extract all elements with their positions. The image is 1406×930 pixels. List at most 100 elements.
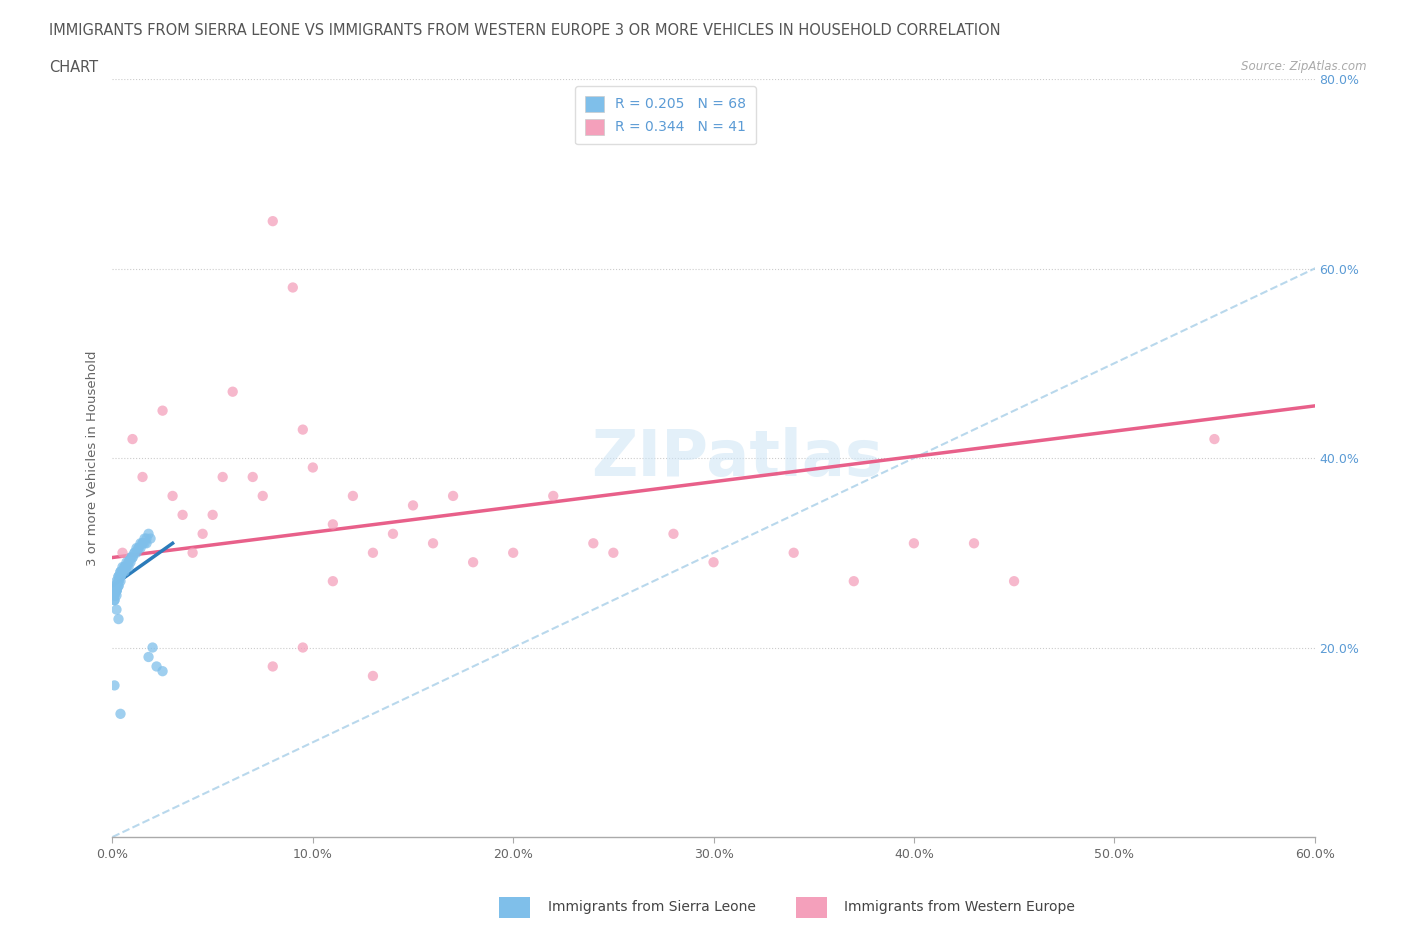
Text: Immigrants from Western Europe: Immigrants from Western Europe (844, 899, 1074, 914)
Point (262, 214, 284, 229)
Point (162, 488, 184, 503)
Point (110, 569, 132, 584)
Point (128, 540, 150, 555)
Point (135, 531, 157, 546)
Point (124, 545, 146, 560)
Point (111, 565, 134, 579)
Point (582, 536, 605, 551)
Point (105, 603, 128, 618)
Point (105, 574, 128, 589)
Point (111, 565, 134, 579)
Point (131, 536, 153, 551)
Text: CHART: CHART (49, 60, 98, 75)
Text: Source: ZipAtlas.com: Source: ZipAtlas.com (1241, 60, 1367, 73)
Point (121, 550, 143, 565)
Point (105, 588, 128, 603)
Point (441, 488, 464, 503)
Point (402, 498, 425, 512)
Point (120, 550, 142, 565)
Point (262, 659, 284, 674)
Point (110, 565, 132, 579)
Point (120, 555, 142, 570)
Point (131, 536, 153, 551)
Point (461, 555, 484, 570)
Point (107, 612, 129, 627)
Point (322, 574, 344, 589)
Point (103, 588, 125, 603)
Point (121, 432, 143, 446)
Point (201, 508, 224, 523)
Point (361, 545, 384, 560)
Point (1002, 574, 1025, 589)
Point (138, 526, 160, 541)
Point (222, 384, 245, 399)
Point (115, 555, 138, 570)
Point (152, 404, 174, 418)
Point (502, 545, 524, 560)
Point (105, 578, 128, 593)
Point (172, 508, 194, 523)
Point (124, 545, 146, 560)
Point (107, 578, 129, 593)
Point (107, 574, 129, 589)
Point (107, 578, 129, 593)
Point (129, 536, 152, 551)
Point (138, 649, 160, 664)
Point (117, 560, 139, 575)
Point (134, 536, 156, 551)
Point (103, 592, 125, 607)
Point (103, 678, 125, 693)
Point (291, 422, 314, 437)
Point (135, 536, 157, 551)
Point (115, 560, 138, 575)
Legend: R = 0.205   N = 68, R = 0.344   N = 41: R = 0.205 N = 68, R = 0.344 N = 41 (575, 86, 756, 144)
Point (382, 526, 405, 541)
Point (125, 545, 148, 560)
Point (191, 526, 214, 541)
Point (543, 488, 565, 503)
Point (110, 707, 132, 722)
Point (152, 664, 174, 679)
Point (134, 531, 156, 546)
Point (110, 569, 132, 584)
Point (103, 588, 125, 603)
Point (702, 555, 725, 570)
Point (107, 574, 129, 589)
Point (117, 555, 139, 570)
Point (110, 569, 132, 584)
Point (422, 536, 444, 551)
Point (302, 460, 325, 475)
Point (107, 569, 129, 584)
Point (291, 640, 314, 655)
Text: ZIPatlas: ZIPatlas (592, 427, 883, 489)
Point (107, 574, 129, 589)
Point (105, 583, 128, 598)
Point (111, 545, 134, 560)
Point (181, 545, 204, 560)
Point (662, 526, 685, 541)
Point (281, 280, 304, 295)
Point (107, 569, 129, 584)
Point (103, 592, 125, 607)
Point (242, 470, 264, 485)
Point (114, 560, 136, 575)
Point (125, 540, 148, 555)
Point (105, 578, 128, 593)
Point (141, 640, 163, 655)
Point (105, 583, 128, 598)
Point (842, 574, 865, 589)
Point (103, 578, 125, 593)
Point (342, 488, 364, 503)
Point (110, 565, 132, 579)
Point (114, 560, 136, 575)
Point (120, 550, 142, 565)
Point (361, 669, 384, 684)
Point (145, 659, 167, 674)
Point (139, 531, 162, 546)
Point (322, 517, 344, 532)
Point (111, 565, 134, 579)
Point (131, 470, 153, 485)
Point (903, 536, 925, 551)
Text: IMMIGRANTS FROM SIERRA LEONE VS IMMIGRANTS FROM WESTERN EUROPE 3 OR MORE VEHICLE: IMMIGRANTS FROM SIERRA LEONE VS IMMIGRAN… (49, 23, 1001, 38)
Point (115, 560, 138, 575)
